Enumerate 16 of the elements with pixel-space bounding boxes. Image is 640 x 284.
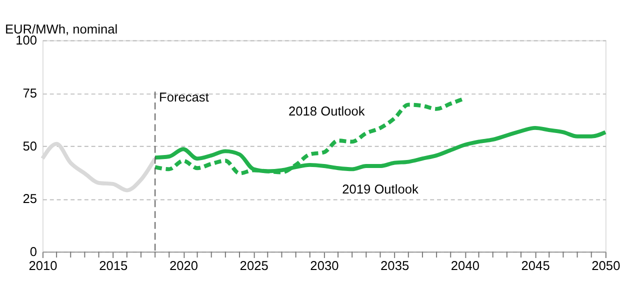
y-tick-label: 0	[30, 244, 38, 260]
y-tick-label: 50	[22, 138, 38, 154]
series-label: 2019 Outlook	[342, 182, 419, 197]
x-tick-label: 2045	[521, 258, 550, 273]
x-tick-label: 2035	[380, 258, 410, 273]
y-tick-label: 75	[22, 86, 38, 101]
x-tick-label: 2040	[450, 258, 480, 273]
x-tick-label: 2050	[592, 258, 620, 273]
x-tick-label: 2030	[310, 258, 339, 273]
y-tick-label: 25	[22, 191, 38, 206]
x-tick-label: 2015	[99, 258, 128, 273]
x-tick-label: 2025	[240, 258, 268, 273]
x-tick-label: 2010	[28, 258, 58, 273]
ref-line-label: Forecast	[159, 89, 210, 104]
series-label: 2018 Outlook	[288, 103, 366, 118]
x-tick-label: 2020	[169, 258, 198, 273]
